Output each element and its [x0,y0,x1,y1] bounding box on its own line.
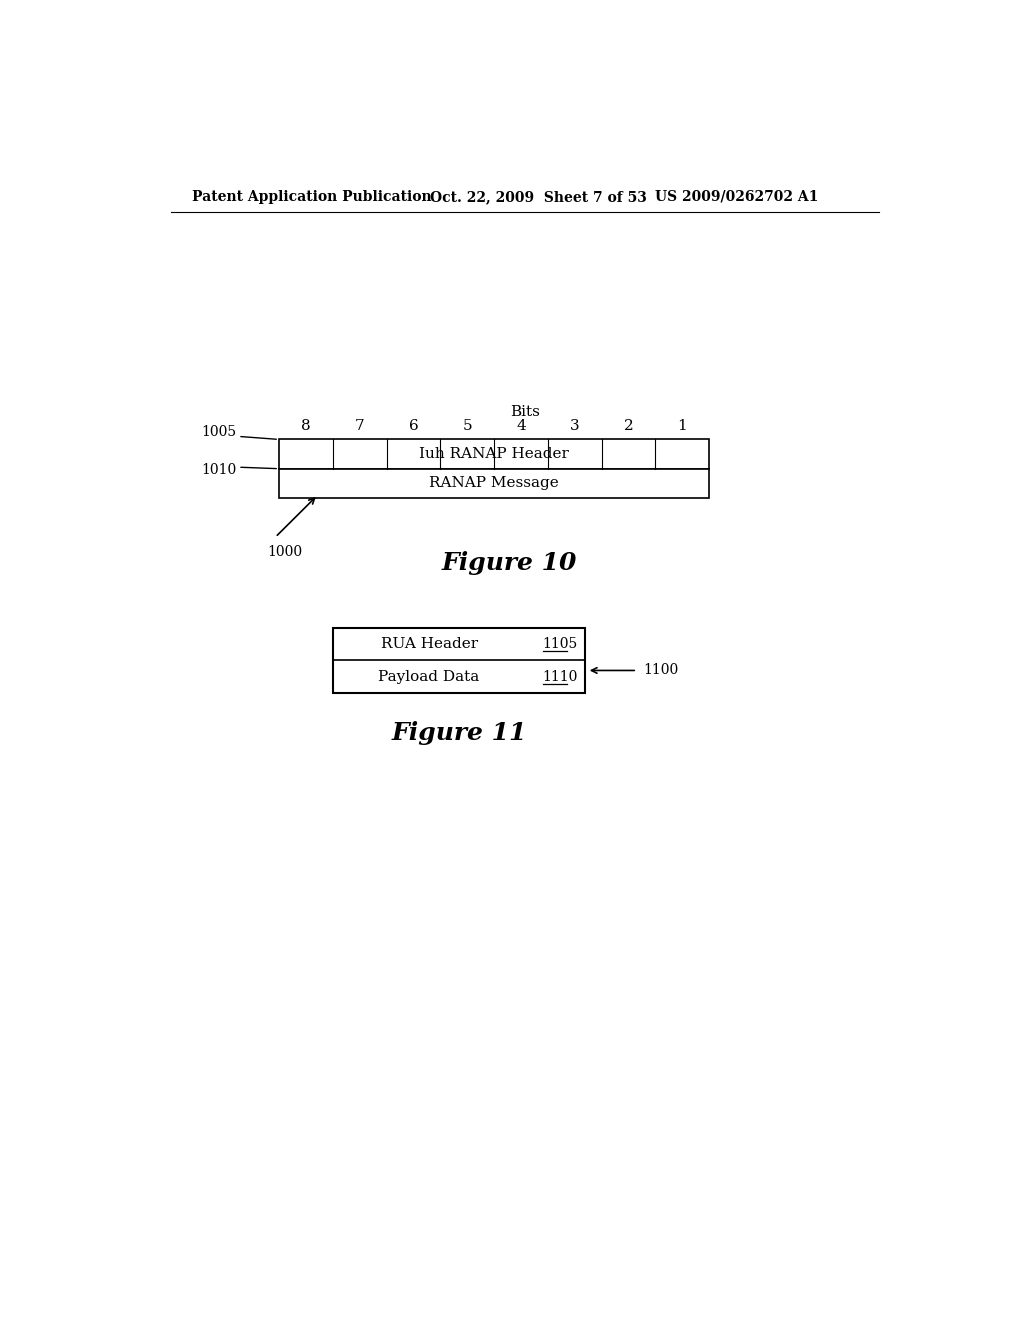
Text: RUA Header: RUA Header [381,638,477,651]
Text: Figure 10: Figure 10 [442,552,578,576]
Text: 1100: 1100 [643,664,679,677]
Text: Payload Data: Payload Data [379,669,479,684]
Text: 3: 3 [570,420,580,433]
Text: 4: 4 [516,420,526,433]
Bar [334,628,586,693]
Text: 1000: 1000 [267,545,303,558]
Text: 1010: 1010 [202,463,237,478]
Text: Patent Application Publication: Patent Application Publication [191,190,431,203]
Text: 1005: 1005 [202,425,237,438]
Text: 1110: 1110 [543,669,578,684]
Text: 2: 2 [624,420,634,433]
Text: 8: 8 [301,420,311,433]
Text: Bits: Bits [510,405,540,420]
Text: Iuh RANAP Header: Iuh RANAP Header [419,447,569,461]
Text: 6: 6 [409,420,419,433]
Text: 1105: 1105 [543,638,578,651]
Text: Oct. 22, 2009  Sheet 7 of 53: Oct. 22, 2009 Sheet 7 of 53 [430,190,647,203]
Text: Figure 11: Figure 11 [391,721,527,744]
Bar [280,469,710,498]
Text: 1: 1 [678,420,687,433]
Text: US 2009/0262702 A1: US 2009/0262702 A1 [655,190,818,203]
Text: RANAP Message: RANAP Message [429,477,559,490]
Text: 5: 5 [463,420,472,433]
Bar [280,440,710,469]
Text: 7: 7 [355,420,365,433]
